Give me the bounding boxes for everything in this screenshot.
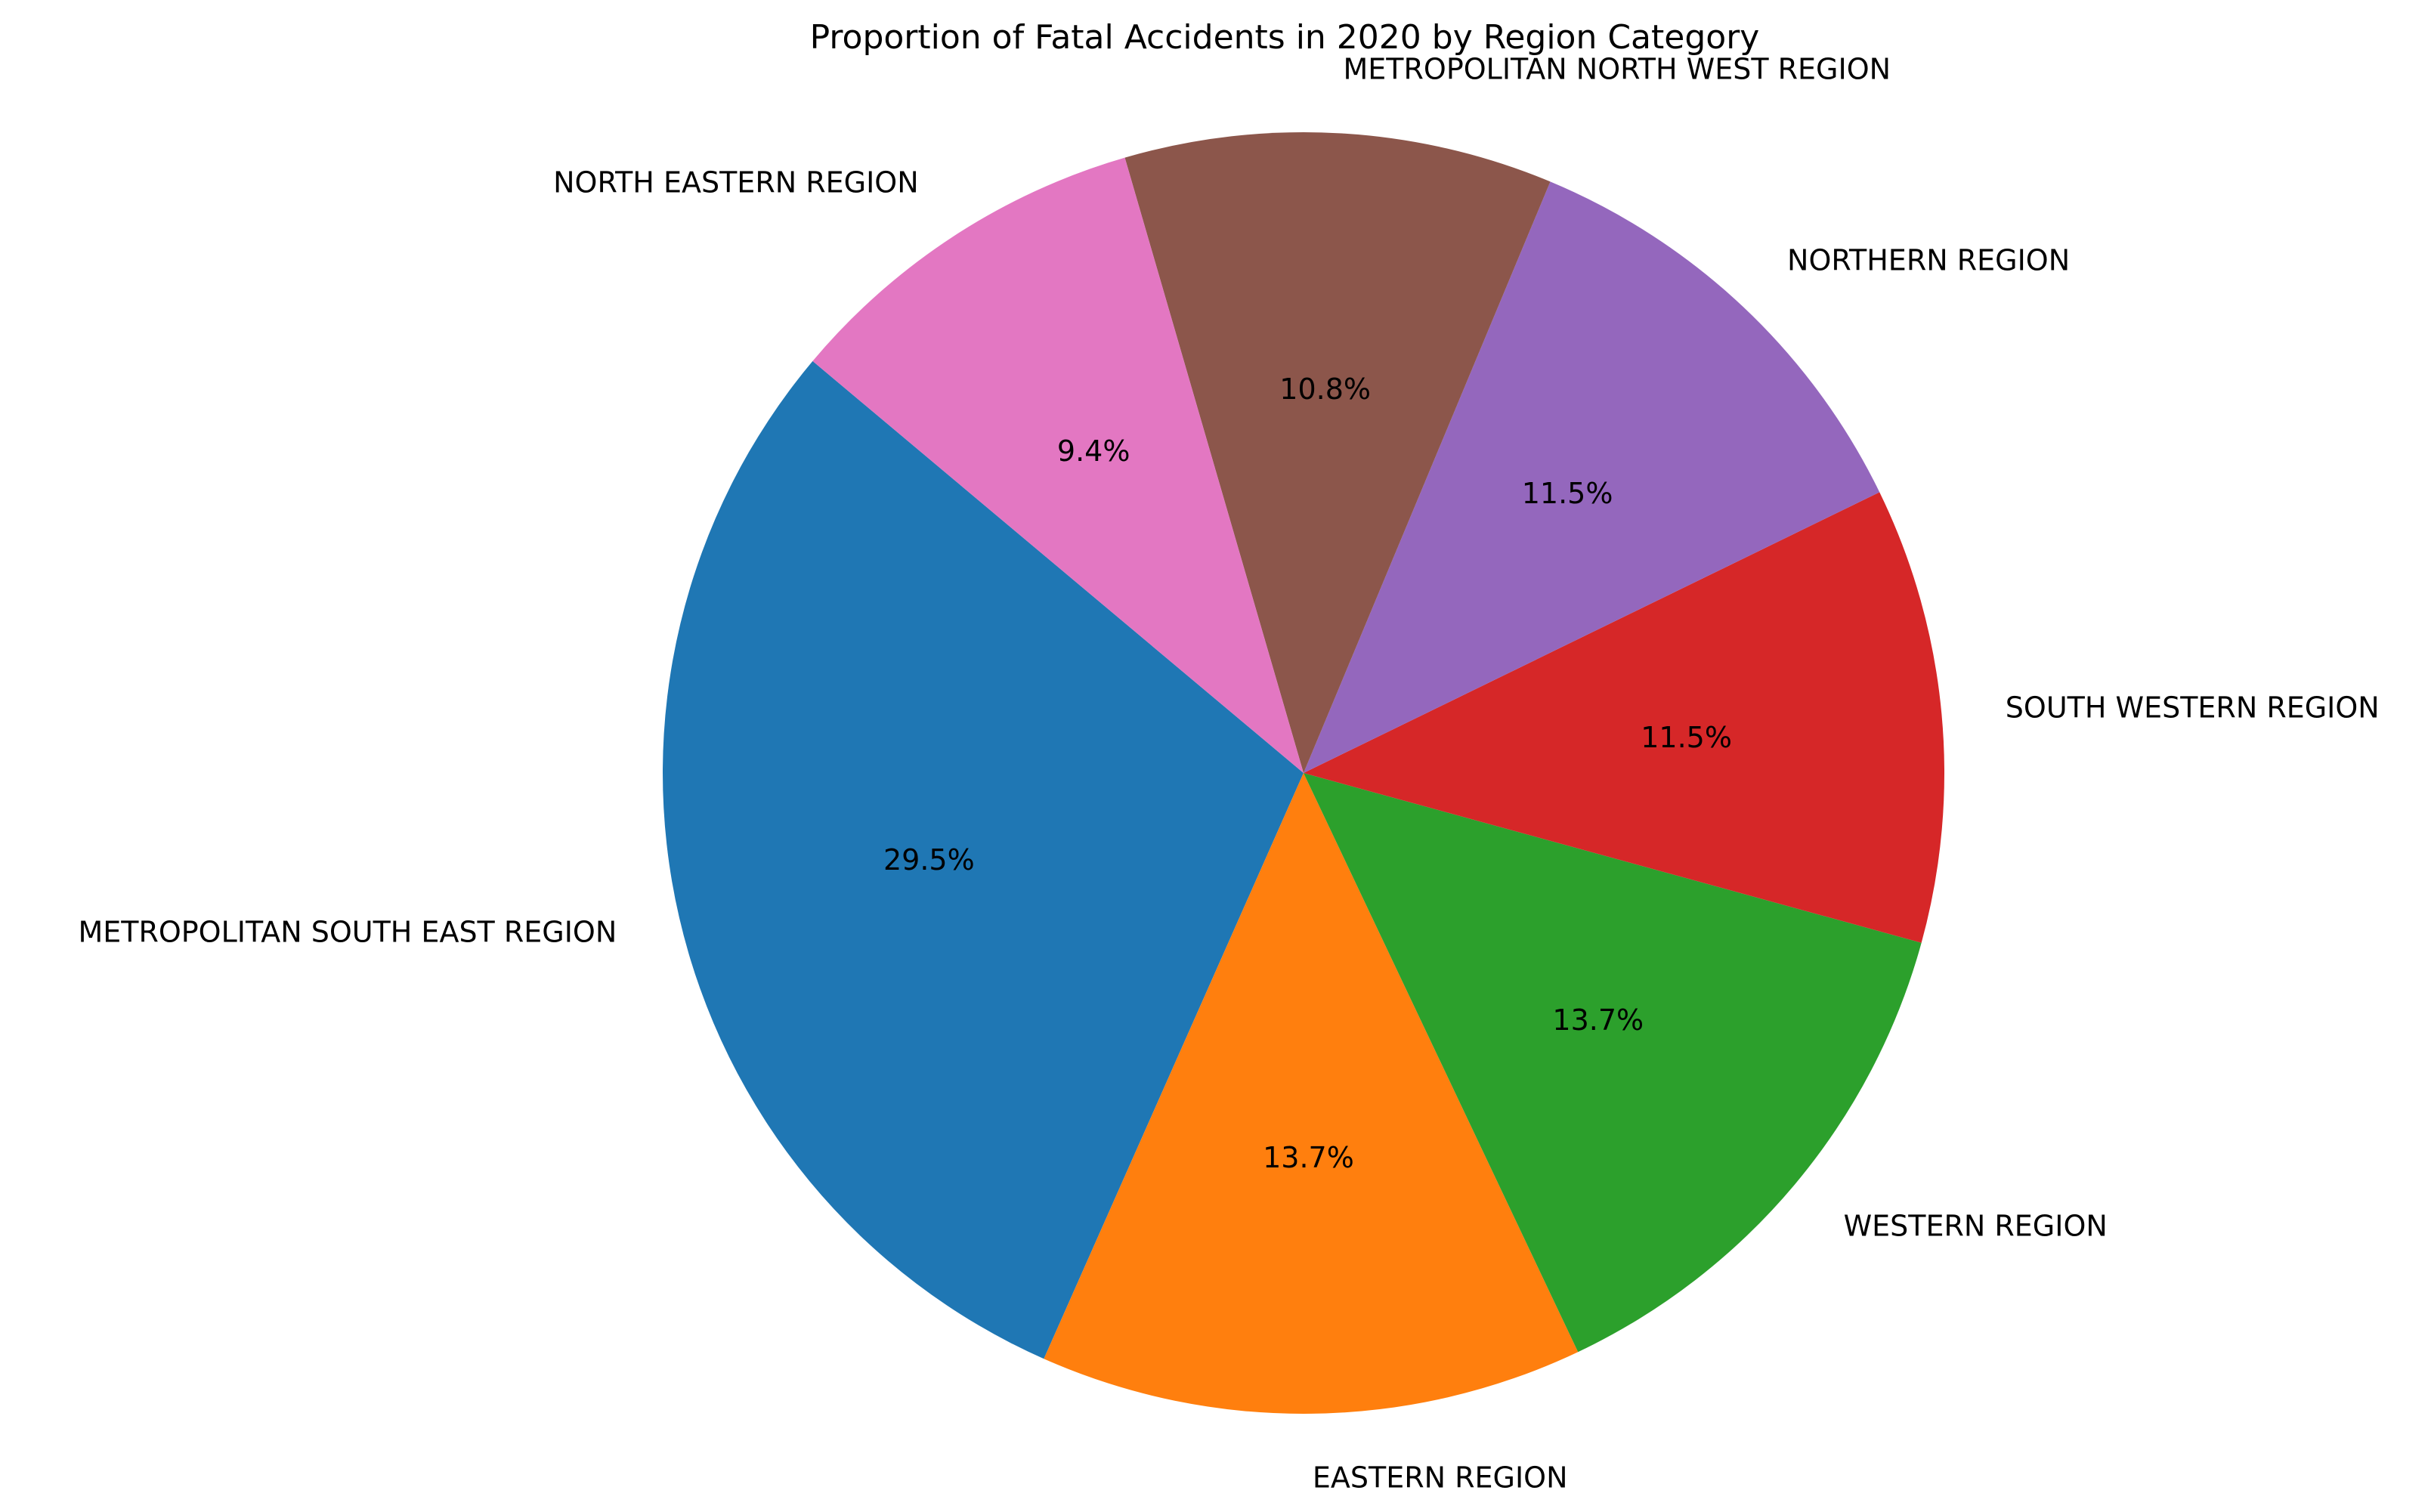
- pie-slice-metropolitan-south-east-region: [662, 360, 1304, 1359]
- pie-category-label: NORTH EASTERN REGION: [553, 166, 919, 199]
- pie-percent-label: 11.5%: [1641, 721, 1732, 754]
- pie-percent-label: 13.7%: [1552, 1003, 1644, 1037]
- pie-slice-northern-region: [1304, 181, 1880, 773]
- pie-slices: [662, 132, 1944, 1414]
- pie-slice-north-eastern-region: [812, 157, 1304, 773]
- chart-title: Proportion of Fatal Accidents in 2020 by…: [810, 18, 1760, 57]
- pie-category-label: METROPOLITAN SOUTH EAST REGION: [78, 916, 617, 949]
- pie-category-label: EASTERN REGION: [1313, 1461, 1568, 1495]
- pie-slice-metropolitan-north-west-region: [1124, 132, 1551, 773]
- pie-category-label: METROPOLITAN NORTH WEST REGION: [1344, 53, 1891, 86]
- pie-slice-western-region: [1304, 773, 1922, 1353]
- pie-percent-label: 11.5%: [1522, 477, 1613, 510]
- pie-slice-south-western-region: [1304, 492, 1944, 943]
- pie-percent-label: 10.8%: [1279, 373, 1371, 406]
- pie-category-label: SOUTH WESTERN REGION: [2006, 691, 2380, 725]
- pie-percent-label: 9.4%: [1057, 434, 1130, 468]
- pie-percent-label: 29.5%: [883, 843, 975, 877]
- pie-category-label: NORTHERN REGION: [1787, 243, 2070, 277]
- pie-category-label: WESTERN REGION: [1844, 1210, 2108, 1243]
- pie-labels: 29.5% METROPOLITAN SOUTH EAST REGION 13.7%…: [78, 53, 2379, 1495]
- pie-percent-label: 13.7%: [1263, 1141, 1354, 1174]
- pie-slice-eastern-region: [1044, 773, 1579, 1414]
